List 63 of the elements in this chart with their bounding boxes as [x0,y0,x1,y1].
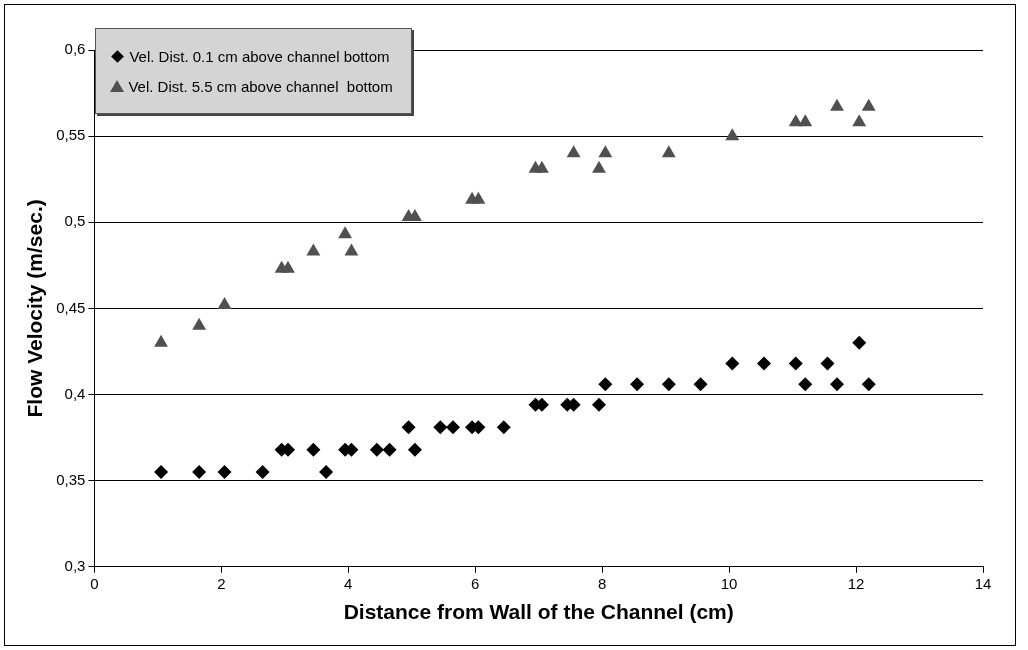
point [757,356,772,371]
point [255,465,270,480]
x-tick-label: 14 [974,574,992,592]
point [852,114,867,127]
point [820,356,835,371]
x-tick-label: 12 [847,574,865,592]
point [471,191,486,204]
y-tick-label: 0,35 [56,470,86,488]
point [338,226,353,239]
x-tick-label: 4 [344,574,353,592]
y-tick-label: 0,55 [56,126,86,144]
point [861,98,876,111]
point [630,377,645,392]
y-tick-label: 0,6 [64,40,86,58]
point [407,442,422,457]
point [661,377,676,392]
point [382,442,397,457]
point [154,465,169,480]
point [344,243,359,256]
x-tick-label: 6 [471,574,480,592]
point [788,356,803,371]
point [661,145,676,158]
y-tick-label: 0,5 [64,212,86,230]
y-tick-label: 0,3 [64,556,86,574]
x-axis-title: Distance from Wall of the Channel (cm) [343,600,734,624]
point [830,377,845,392]
point [598,145,613,158]
legend-label: Vel. Dist. 0.1 cm above channel bottom [129,47,390,65]
point [534,160,549,173]
point [192,317,207,330]
x-tick-label: 0 [90,574,99,592]
point [306,243,321,256]
point [217,296,232,309]
point [725,356,740,371]
point [306,442,321,457]
y-tick-label: 0,45 [56,298,86,316]
y-axis-title: Flow Velocity (m/sec.) [23,199,47,418]
point [401,420,416,435]
point [154,334,168,347]
point [433,420,448,435]
x-tick-label: 2 [217,574,226,592]
point [798,114,813,127]
point [852,335,867,350]
point [192,465,207,480]
point [798,377,813,392]
point [725,128,740,141]
point [369,442,384,457]
point [281,260,295,273]
y-tick-label: 0,4 [64,384,86,402]
point [446,420,461,435]
legend-label: Vel. Dist. 5.5 cm above channel bottom [128,77,393,95]
x-tick-label: 8 [598,574,607,592]
point [830,98,844,111]
point [592,160,606,173]
point [598,377,613,392]
point [217,465,232,480]
point [693,377,708,392]
x-tick-label: 10 [720,574,738,592]
point [592,397,606,412]
point [861,377,876,392]
point [496,420,511,435]
point [319,465,334,480]
point [566,145,581,158]
